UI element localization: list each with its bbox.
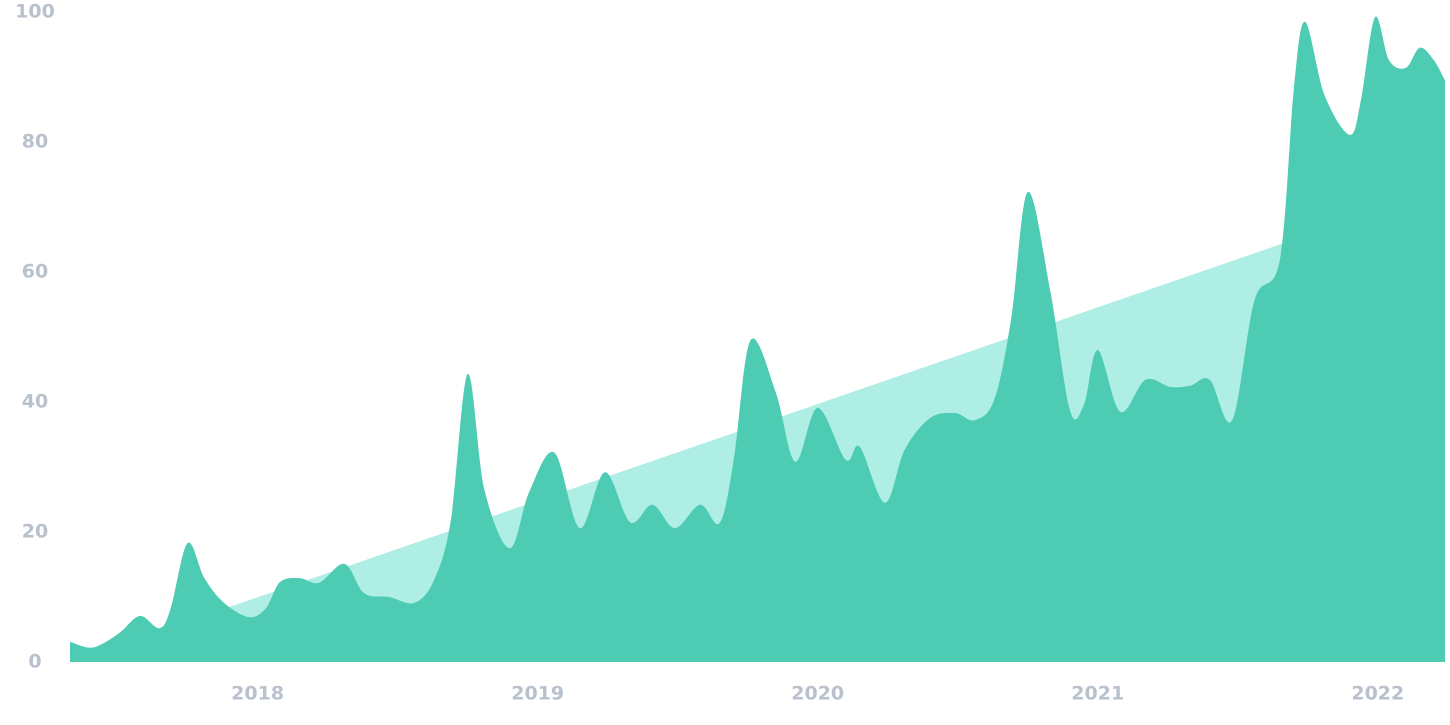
x-tick-label: 2019 [511, 683, 564, 705]
x-tick-label: 2021 [1071, 683, 1124, 705]
x-tick-label: 2022 [1351, 683, 1404, 705]
x-tick-label: 2020 [791, 683, 844, 705]
y-tick-label: 0 [28, 651, 41, 673]
area [70, 16, 1445, 663]
y-tick-label: 100 [15, 1, 55, 23]
y-tick-label: 20 [22, 521, 48, 543]
y-tick-label: 60 [22, 261, 48, 283]
y-tick-label: 40 [22, 391, 48, 413]
x-tick-label: 2018 [231, 683, 284, 705]
y-tick-label: 80 [22, 131, 48, 153]
